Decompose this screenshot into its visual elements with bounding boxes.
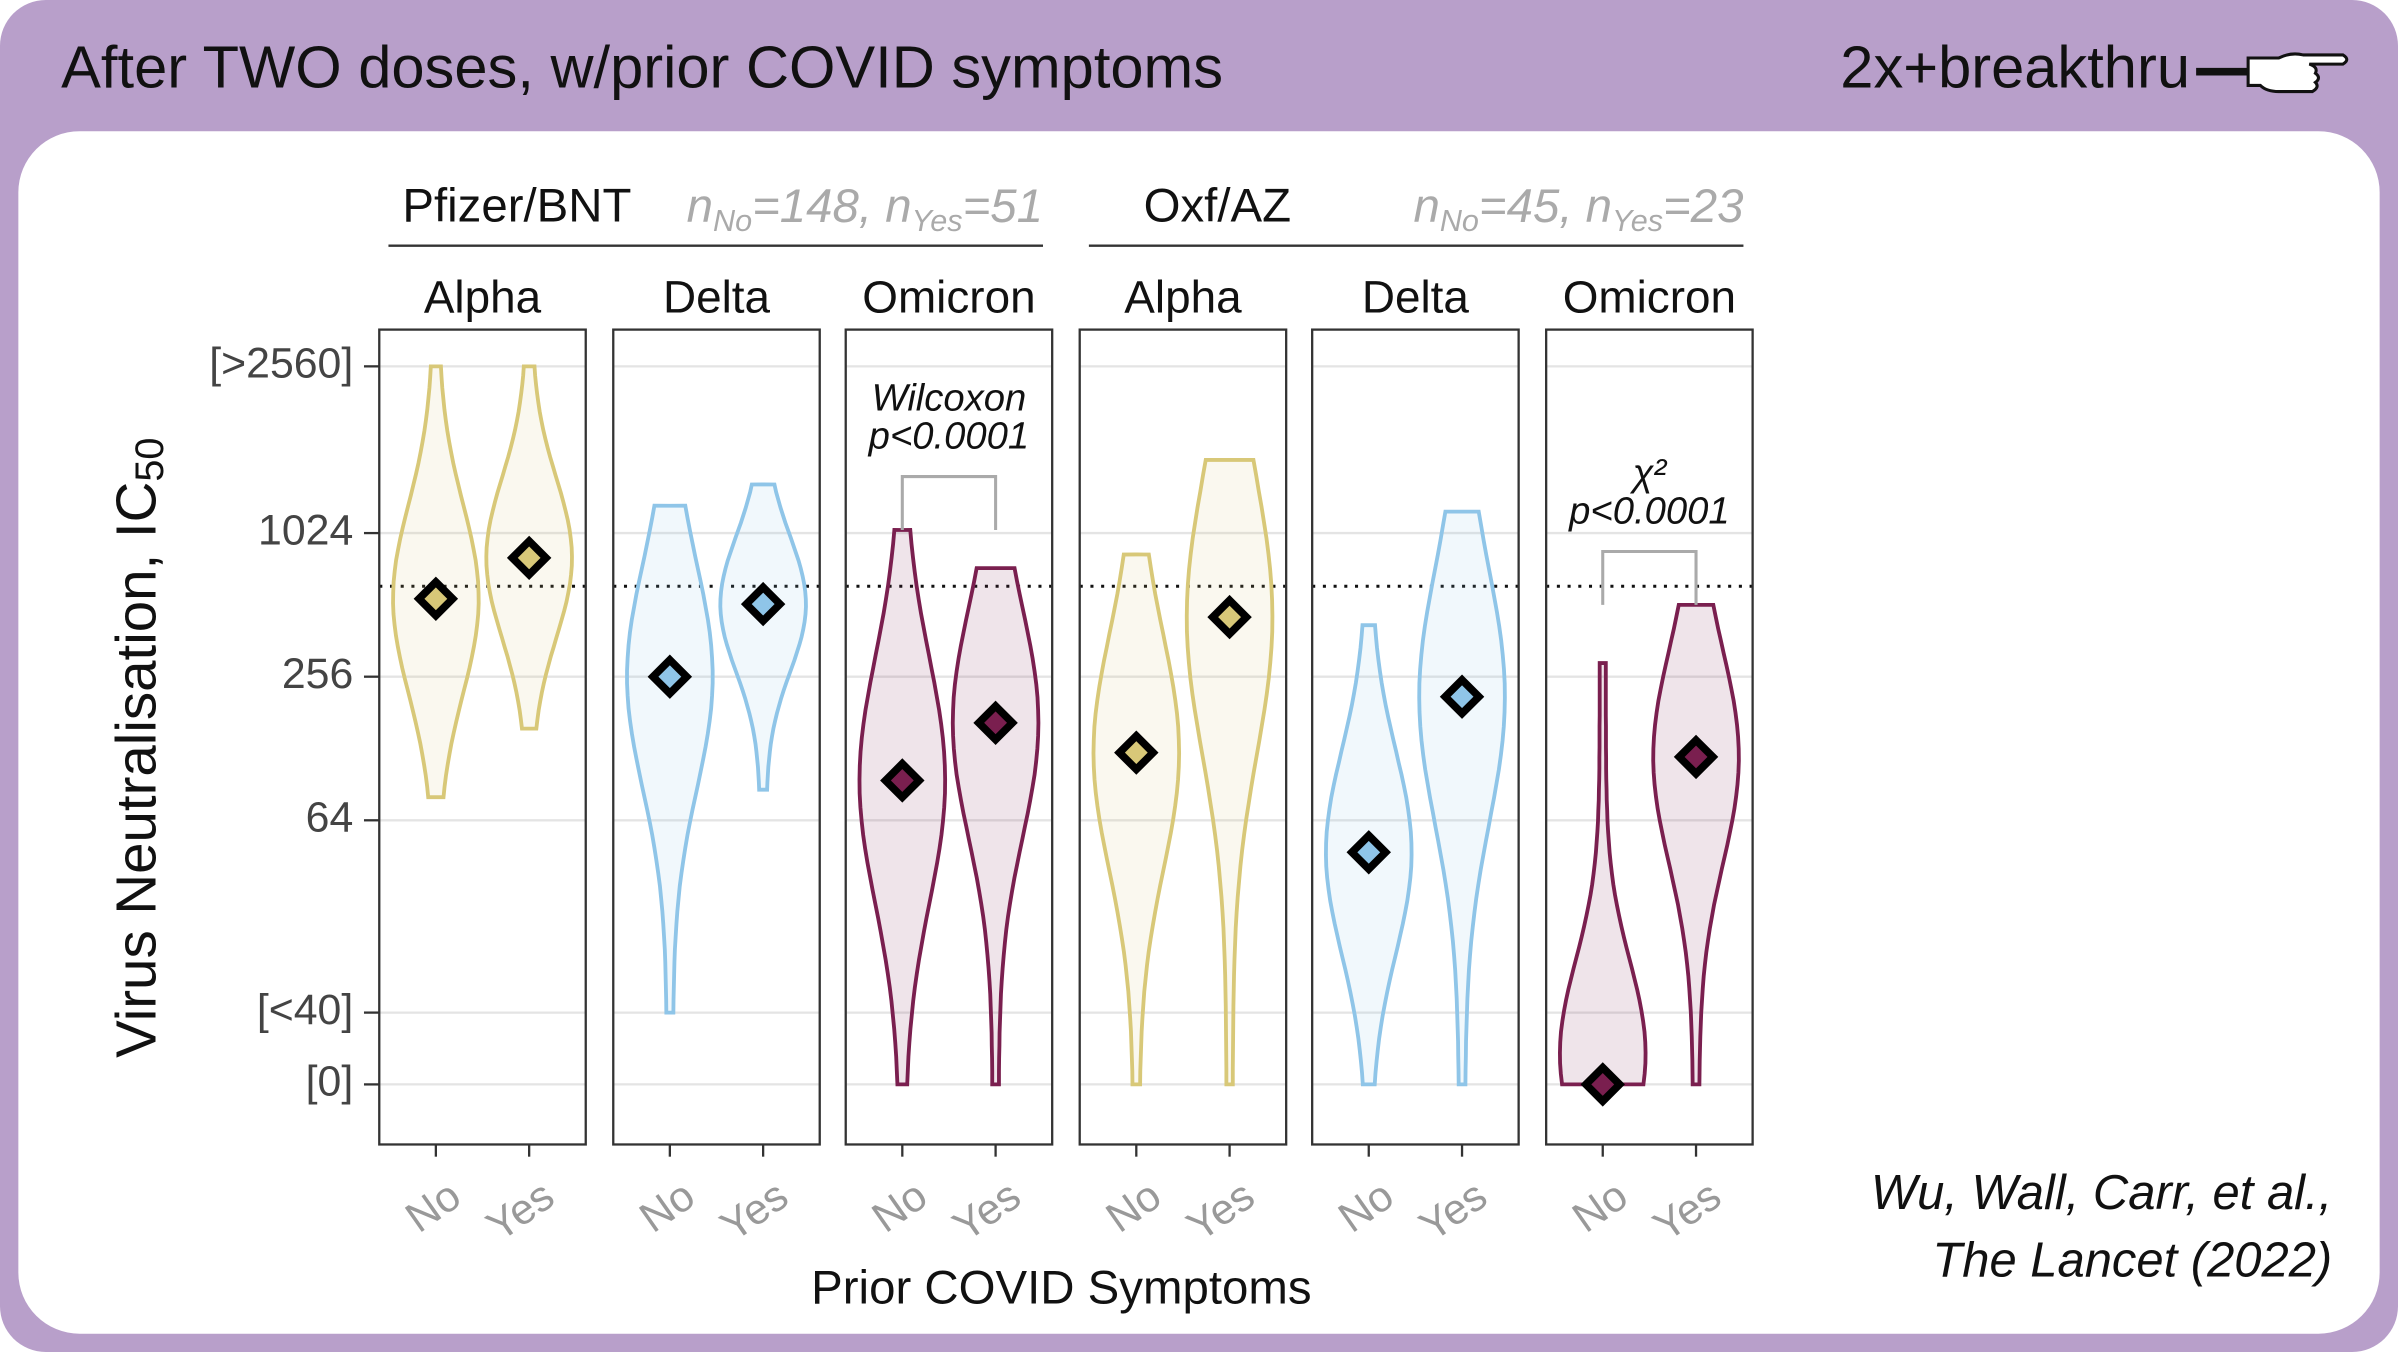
y-tick-label: 64 [306,794,354,842]
n-text: =45, n [1479,180,1612,233]
panel-border [612,328,821,1146]
n-text: =148, n [752,180,911,233]
n-sub: Yes [912,204,963,238]
median-marker [880,758,925,803]
panel-border [844,328,1054,1146]
median-marker [1207,594,1252,640]
strip-label: Alpha [1124,272,1242,323]
median-marker [973,700,1018,746]
panel-border [1545,328,1754,1146]
median-marker [1673,734,1719,780]
median-marker [413,576,459,621]
y-tick-label: 1024 [258,506,353,554]
median-marker [1439,674,1485,719]
group-label: Oxf/AZ [1144,180,1291,233]
strip-label: Omicron [1563,272,1736,323]
panel-border [1078,328,1288,1146]
panel-border [1311,328,1520,1146]
y-axis-label: Virus Neutralisation, IC50 [105,438,173,1058]
n-text: n [687,180,713,233]
y-tick-label: [>2560] [209,340,353,388]
n-sub: Yes [1612,204,1663,238]
x-axis-label: Prior COVID Symptoms [811,1262,1311,1315]
chart-title: After TWO doses, w/prior COVID symptoms [61,33,1223,100]
n-text: n [1413,180,1439,233]
citation: The Lancet (2022) [1932,1233,2332,1287]
n-sub: No [713,204,752,238]
strip-label: Delta [663,272,771,323]
median-marker [740,581,786,627]
y-tick-label: [0] [306,1058,354,1106]
median-marker [506,535,552,581]
annotation: p<0.0001 [1568,489,1730,532]
n-sub: No [1440,204,1479,238]
n-annotation: nNo=45, nYes=23 [1413,180,1743,238]
annotation: Wilcoxon [872,376,1027,419]
median-marker [1114,730,1159,775]
bracket [1601,549,1698,605]
violin [950,566,1041,1087]
violin [1651,602,1741,1087]
strip-label: Delta [1362,272,1470,323]
n-text: =23 [1663,180,1743,233]
pointing-hand [2196,52,2349,94]
bracket [900,475,998,530]
y-axis-label-text: Virus Neutralisation, IC [105,482,168,1058]
y-tick-label: [<40] [257,986,353,1034]
n-annotation: nNo=148, nYes=51 [687,180,1043,238]
group-label: Pfizer/BNT [402,180,631,233]
annotation: p<0.0001 [868,415,1030,458]
violin [1417,509,1507,1087]
median-marker [1346,830,1391,875]
n-text: =51 [963,180,1043,233]
violin [857,528,948,1087]
violin [625,503,715,1015]
y-axis-label-sub: 50 [128,438,172,482]
median-marker [1580,1062,1625,1107]
violin [718,482,808,792]
median-marker [647,654,693,699]
violin [1184,458,1275,1087]
annotation: χ² [1630,451,1668,494]
y-tick-label: 256 [282,650,353,698]
panel-border [378,328,587,1146]
citation: Wu, Wall, Carr, et al., [1871,1166,2332,1220]
strip-label: Omicron [862,272,1035,323]
violin [1091,552,1182,1087]
badge: 2x+breakthru [1840,33,2190,100]
strip-label: Alpha [424,272,542,323]
